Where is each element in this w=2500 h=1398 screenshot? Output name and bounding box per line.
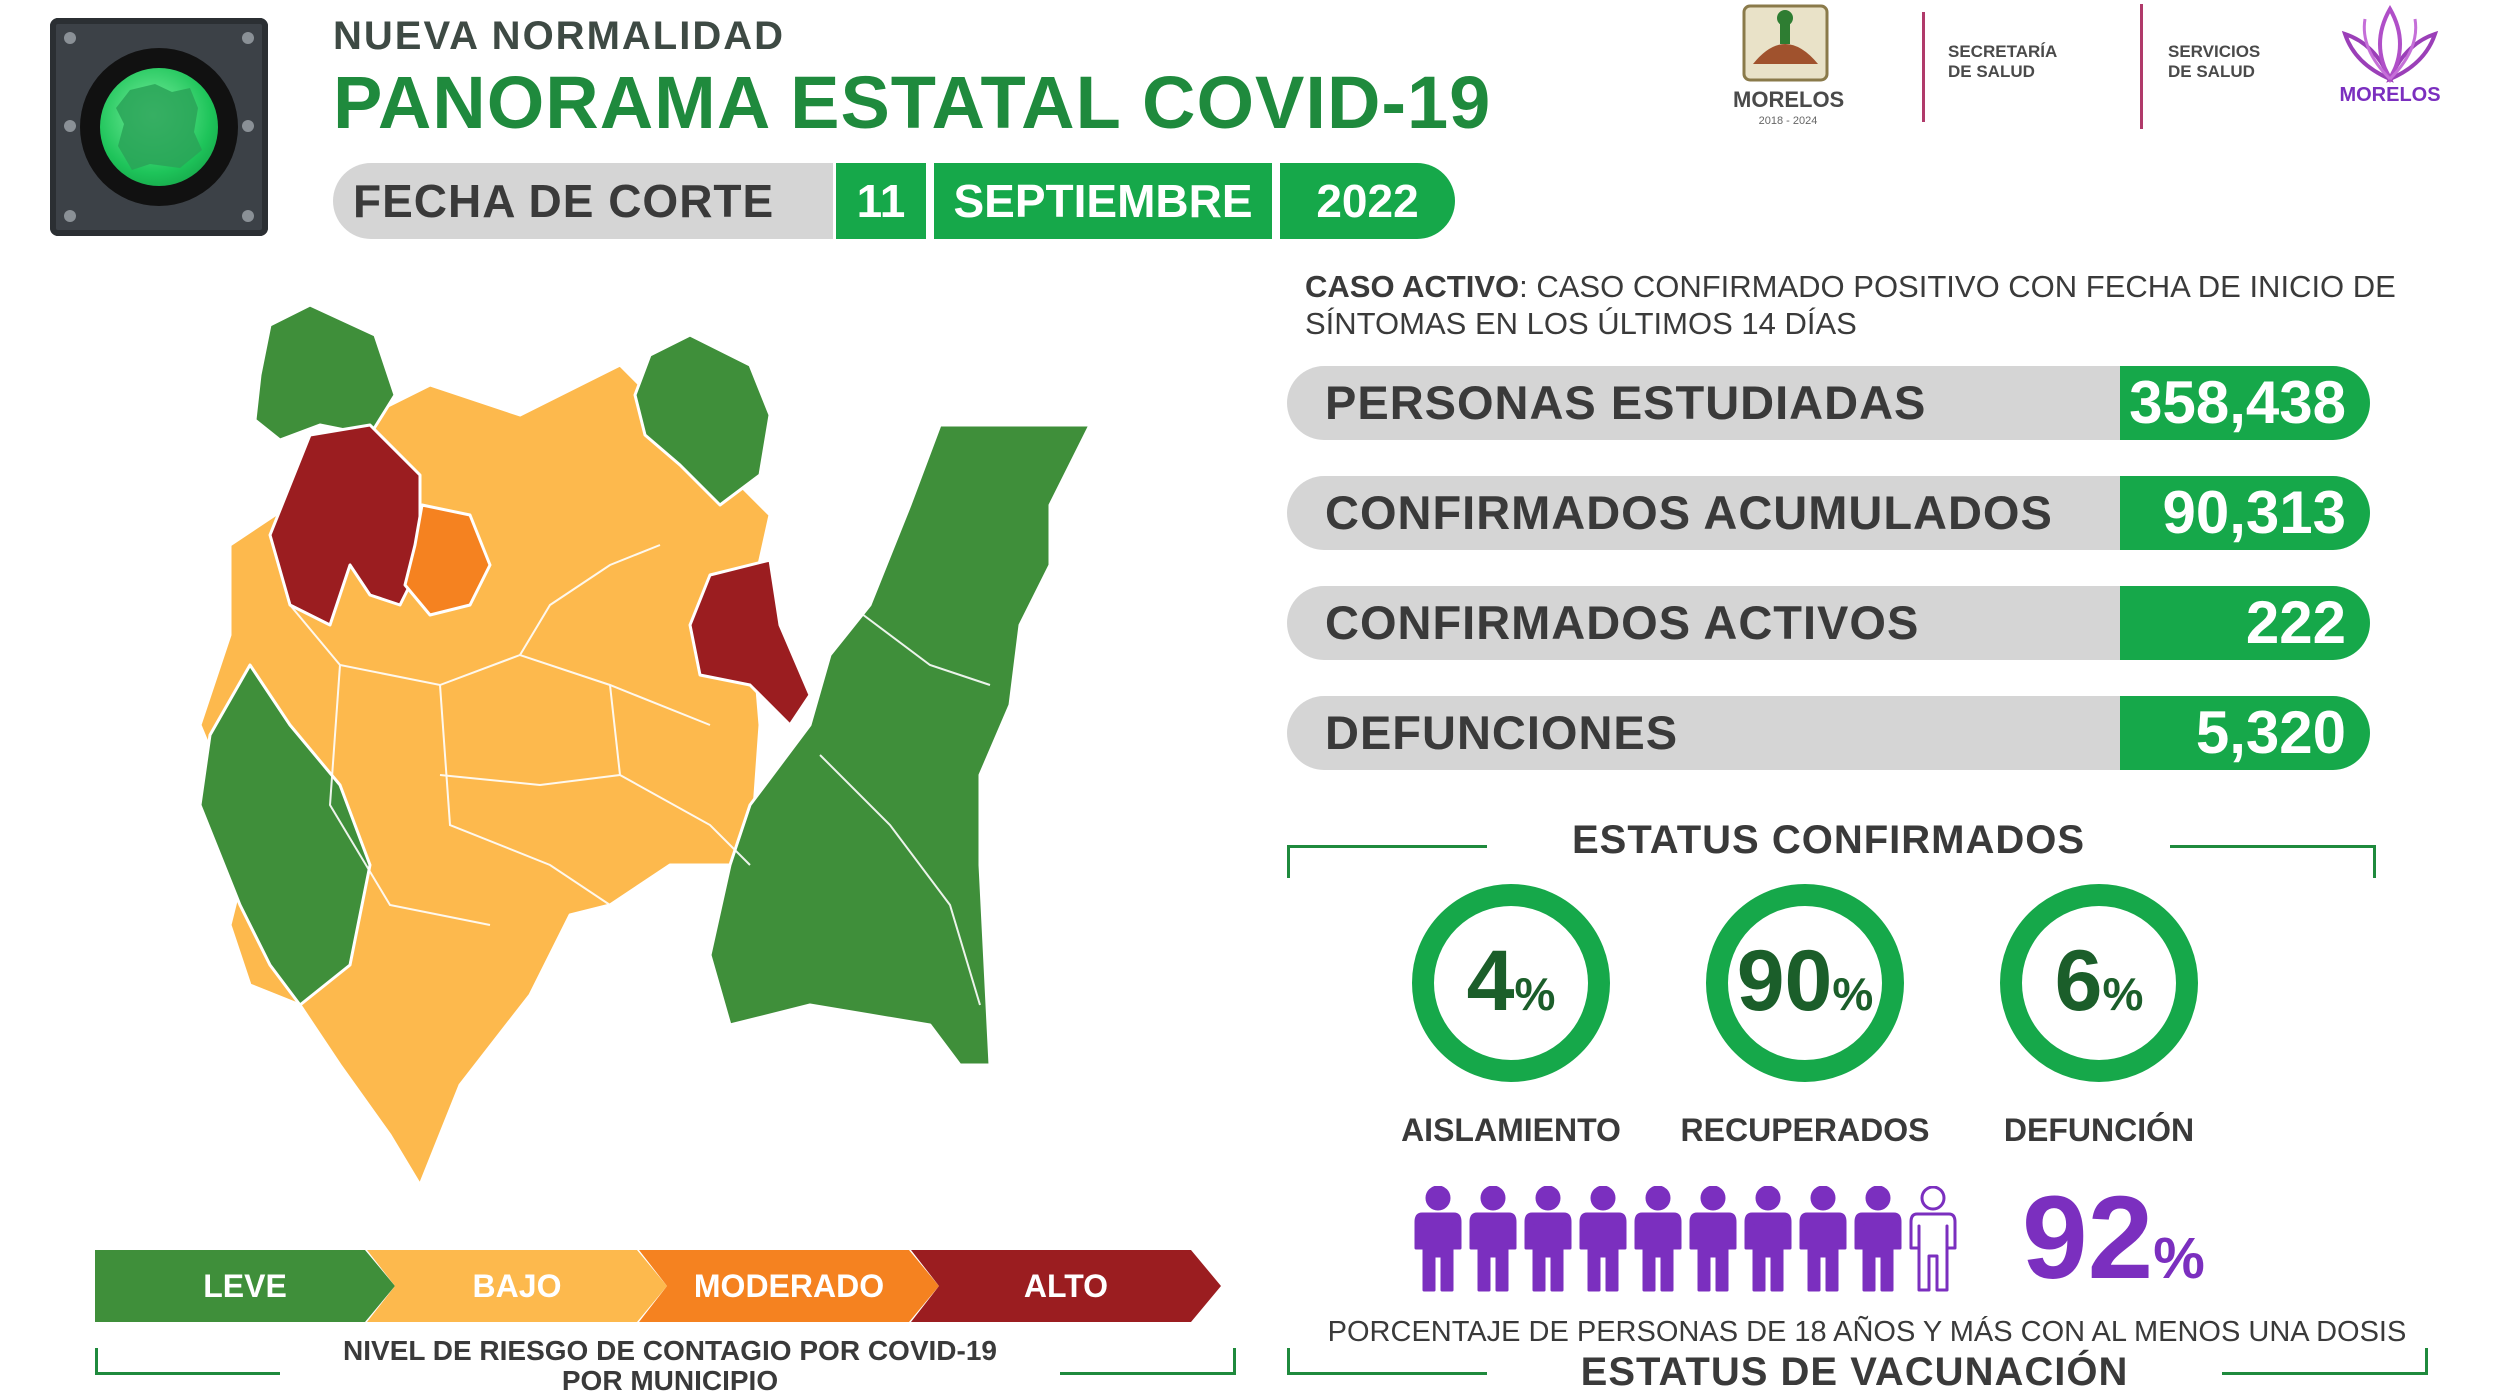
logo-divider	[2140, 4, 2143, 129]
morelos-brand-text: MORELOS	[2339, 84, 2441, 106]
servicios-line1: SERVICIOS	[2168, 42, 2261, 61]
state-silhouette-icon	[116, 84, 202, 170]
secretaria-line1: SECRETARÍA	[1948, 42, 2058, 61]
stat-value: 222	[2120, 586, 2370, 660]
person-vaccinated-icon	[1579, 1186, 1627, 1292]
date-label: FECHA DE CORTE	[333, 163, 833, 239]
person-vaccinated-icon	[1689, 1186, 1737, 1292]
vaccination-percent: 92%	[2022, 1170, 2205, 1306]
date-month: SEPTIEMBRE	[934, 163, 1272, 239]
region-alto	[688, 558, 812, 727]
kicker-text: NUEVA NORMALIDAD	[333, 14, 785, 58]
stat-confirmados-acumulados: CONFIRMADOS ACUMULADOS 90,313	[1287, 476, 2370, 550]
region-moderado	[403, 503, 492, 617]
stat-label: PERSONAS ESTUDIADAS	[1325, 376, 1927, 429]
morelos-flower-icon	[2335, 4, 2445, 84]
logo-divider	[1922, 12, 1925, 122]
status-value: 6	[2054, 933, 2103, 1029]
legend-alto: ALTO	[911, 1250, 1221, 1322]
region-leve	[253, 305, 397, 442]
person-vaccinated-icon	[1799, 1186, 1847, 1292]
servicios-line2: DE SALUD	[2168, 62, 2255, 81]
status-title: ESTATUS CONFIRMADOS	[1487, 818, 2170, 863]
status-label: RECUPERADOS	[1680, 1112, 1930, 1148]
stat-label: CONFIRMADOS ACUMULADOS	[1325, 486, 2053, 539]
vaccination-caption: PORCENTAJE DE PERSONAS DE 18 AÑOS Y MÁS …	[1327, 1316, 2407, 1348]
person-vaccinated-icon	[1524, 1186, 1572, 1292]
status-label: AISLAMIENTO	[1401, 1112, 1621, 1148]
status-recuperados-circle: 90%	[1706, 884, 1904, 1082]
page-title: PANORAMA ESTATAL COVID-19	[333, 61, 1492, 144]
region-leve	[633, 333, 772, 507]
region-leve	[708, 423, 1092, 1067]
date-bar: FECHA DE CORTE 11 SEPTIEMBRE 2022	[333, 163, 1455, 239]
stat-value: 90,313	[2120, 476, 2370, 550]
secretaria-line2: DE SALUD	[1948, 62, 2035, 81]
percent-sign: %	[2102, 968, 2144, 1020]
definition-term: CASO ACTIVO	[1305, 269, 1520, 304]
status-defuncion-circle: 6%	[2000, 884, 2198, 1082]
vaccination-title: ESTATUS DE VACUNACIÓN	[1487, 1350, 2222, 1395]
legend-bajo: BAJO	[367, 1250, 667, 1322]
risk-legend: LEVE BAJO MODERADO ALTO	[95, 1250, 1230, 1322]
morelos-shield-icon	[1738, 4, 1833, 84]
legend-moderado: MODERADO	[639, 1250, 939, 1322]
legend-caption: NIVEL DE RIESGO DE CONTAGIO POR COVID-19…	[280, 1336, 1060, 1396]
vaccination-people-row	[1412, 1186, 1972, 1292]
person-unvaccinated-icon	[1909, 1186, 1957, 1292]
stat-value: 358,438	[2120, 366, 2370, 440]
vaccination-percent-value: 92	[2022, 1172, 2154, 1304]
stat-confirmados-activos: CONFIRMADOS ACTIVOS 222	[1287, 586, 2370, 660]
person-vaccinated-icon	[1744, 1186, 1792, 1292]
stat-value: 5,320	[2120, 696, 2370, 770]
traffic-light-icon	[50, 18, 268, 236]
legend-leve: LEVE	[95, 1250, 395, 1322]
legend-caption-bold: COVID-19	[867, 1335, 997, 1366]
region-leve	[198, 663, 372, 1007]
morelos-logo-text: MORELOS	[1733, 87, 1845, 112]
stat-personas-estudiadas: PERSONAS ESTUDIADAS 358,438	[1287, 366, 2370, 440]
legend-caption-text: NIVEL DE RIESGO DE CONTAGIO POR	[343, 1335, 868, 1366]
person-vaccinated-icon	[1854, 1186, 1902, 1292]
percent-sign: %	[2153, 1226, 2205, 1291]
percent-sign: %	[1832, 968, 1874, 1020]
status-label: DEFUNCIÓN	[2003, 1112, 2195, 1148]
person-vaccinated-icon	[1469, 1186, 1517, 1292]
active-case-definition: CASO ACTIVO: CASO CONFIRMADO POSITIVO CO…	[1305, 268, 2435, 342]
date-day: 11	[836, 163, 926, 239]
stat-label: CONFIRMADOS ACTIVOS	[1325, 596, 1920, 649]
date-year: 2022	[1280, 163, 1455, 239]
percent-sign: %	[1514, 968, 1556, 1020]
stat-label: DEFUNCIONES	[1325, 706, 1679, 759]
legend-caption-line2: POR MUNICIPIO	[561, 1365, 779, 1396]
municipality-risk-map	[198, 305, 1092, 1187]
status-value: 4	[1466, 933, 1515, 1029]
definition-text: : CASO CONFIRMADO POSITIVO CON FECHA DE …	[1305, 269, 2396, 341]
person-vaccinated-icon	[1414, 1186, 1462, 1292]
region-alto	[268, 423, 422, 627]
morelos-years: 2018 - 2024	[1758, 115, 1818, 127]
person-vaccinated-icon	[1634, 1186, 1682, 1292]
stat-defunciones: DEFUNCIONES 5,320	[1287, 696, 2370, 770]
status-value: 90	[1736, 933, 1833, 1029]
status-aislamiento-circle: 4%	[1412, 884, 1610, 1082]
